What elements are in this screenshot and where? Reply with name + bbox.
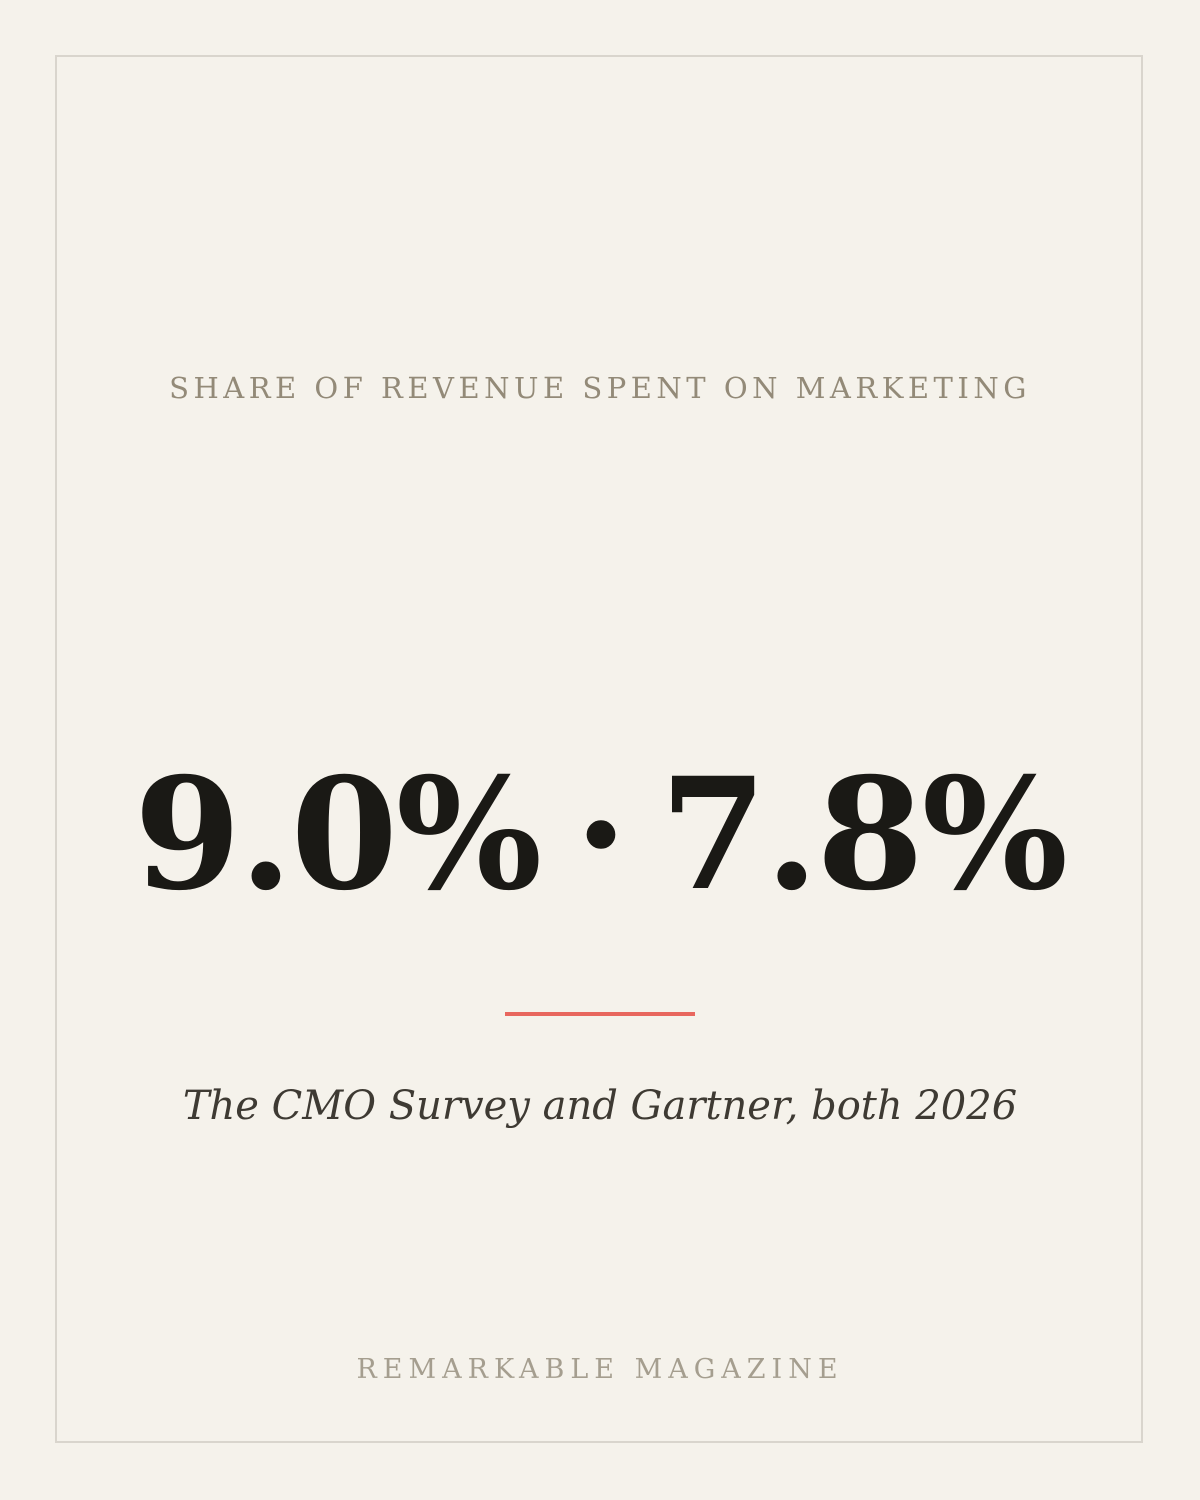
stat-value-1: 9.0% — [133, 744, 542, 925]
source-caption: The CMO Survey and Gartner, both 2026 — [182, 1083, 1018, 1129]
kicker-label: SHARE OF REVENUE SPENT ON MARKETING — [169, 371, 1031, 405]
headline-stat: 9.0% · 7.8% — [0, 745, 1200, 925]
publication-name: REMARKABLE MAGAZINE — [356, 1354, 844, 1385]
stat-value-2: 7.8% — [659, 744, 1068, 925]
card-frame — [55, 55, 1143, 1443]
accent-rule — [505, 1012, 695, 1016]
stat-separator: · — [574, 744, 628, 925]
